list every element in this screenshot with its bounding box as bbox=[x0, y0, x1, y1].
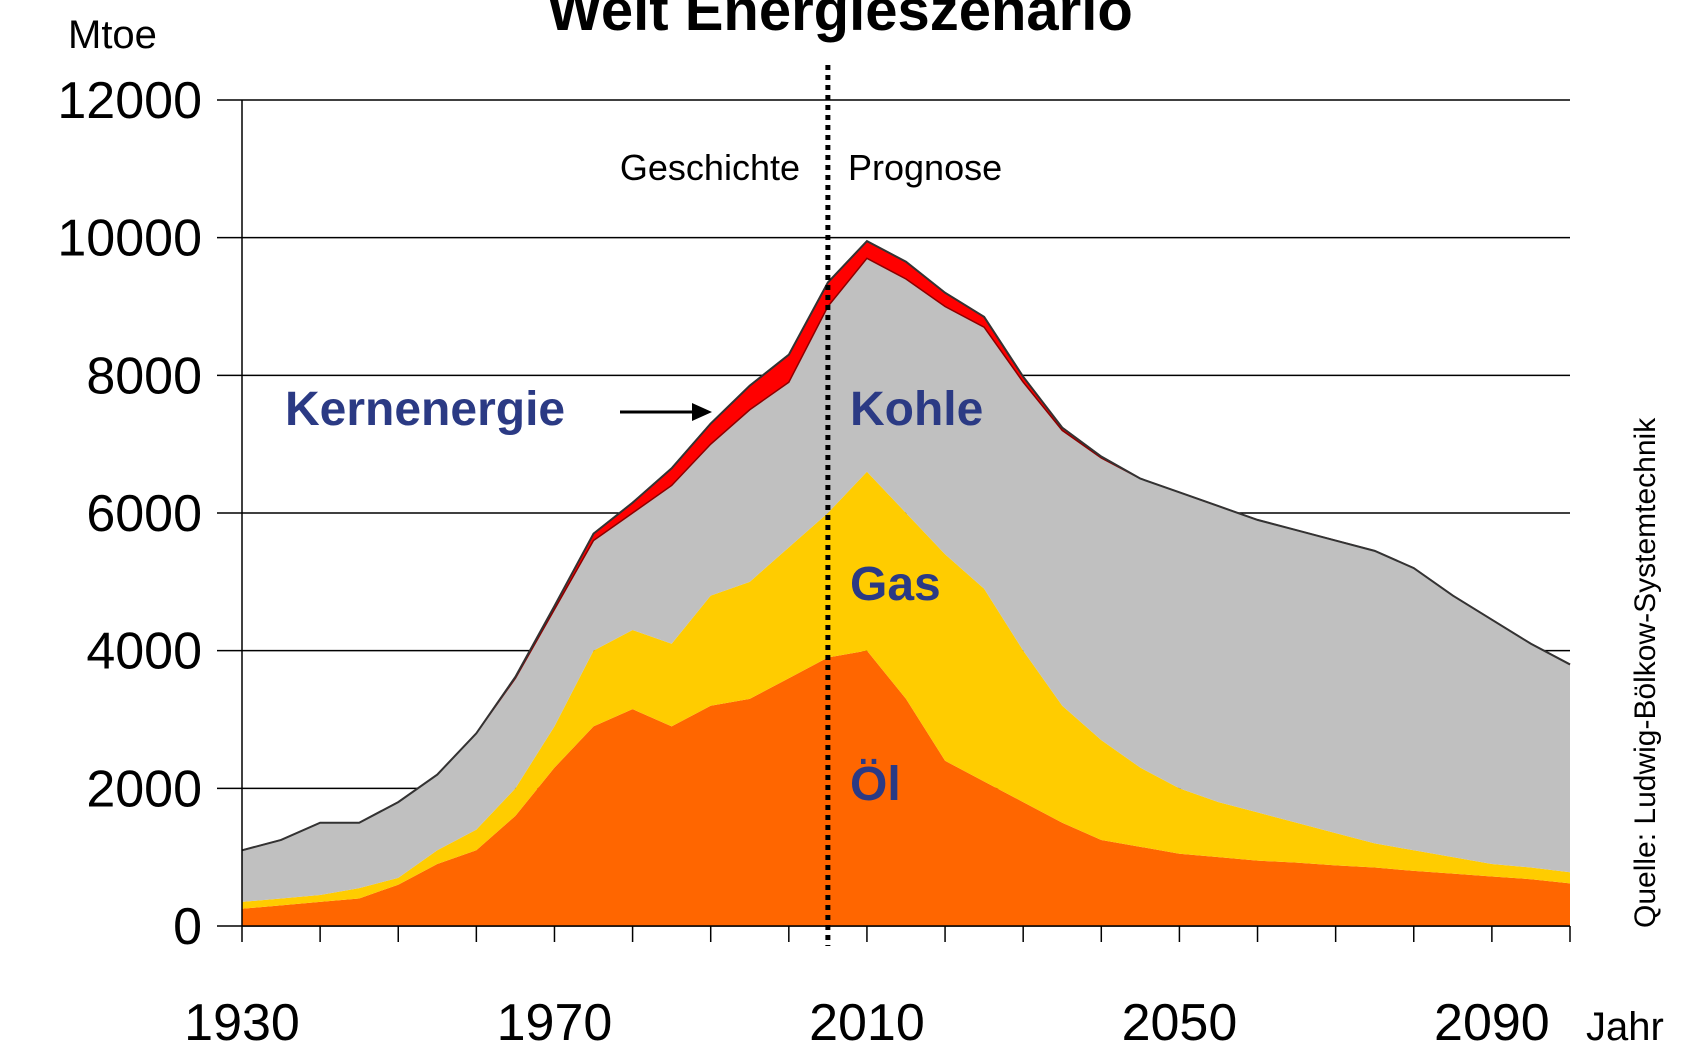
area bbox=[242, 258, 1570, 902]
y-tick-label: 10000 bbox=[57, 210, 202, 268]
y-tick-label: 4000 bbox=[86, 623, 202, 681]
x-tick-label: 2050 bbox=[1122, 994, 1238, 1047]
x-tick-label: 1970 bbox=[497, 994, 613, 1047]
total-outline bbox=[241, 239, 1571, 852]
x-tick-label: 2090 bbox=[1434, 994, 1550, 1047]
arrow-head bbox=[692, 403, 712, 421]
history-label: Geschichte bbox=[620, 147, 800, 188]
y-tick-label: 2000 bbox=[86, 760, 202, 818]
y-tick-label: 8000 bbox=[86, 347, 202, 405]
y-tick-label: 12000 bbox=[57, 72, 202, 130]
area bbox=[242, 471, 1570, 909]
x-tick-label: 2010 bbox=[809, 994, 925, 1047]
source-note: Quelle: Ludwig-Bölkow-Systemtechnik bbox=[1629, 417, 1662, 928]
series-label: Öl bbox=[850, 758, 901, 811]
y-tick-label: 6000 bbox=[86, 485, 202, 543]
chart-title: Welt Energieszenario bbox=[547, 0, 1133, 43]
area bbox=[242, 650, 1570, 926]
x-axis-label: Jahr bbox=[1586, 1005, 1664, 1047]
series-label: Gas bbox=[850, 558, 941, 611]
y-axis-label: Mtoe bbox=[68, 13, 157, 57]
series-label: Kohle bbox=[850, 383, 983, 436]
series-label: Kernenergie bbox=[285, 383, 565, 436]
y-tick-label: 0 bbox=[173, 898, 202, 956]
x-tick-label: 1930 bbox=[184, 994, 300, 1047]
forecast-label: Prognose bbox=[848, 147, 1002, 188]
